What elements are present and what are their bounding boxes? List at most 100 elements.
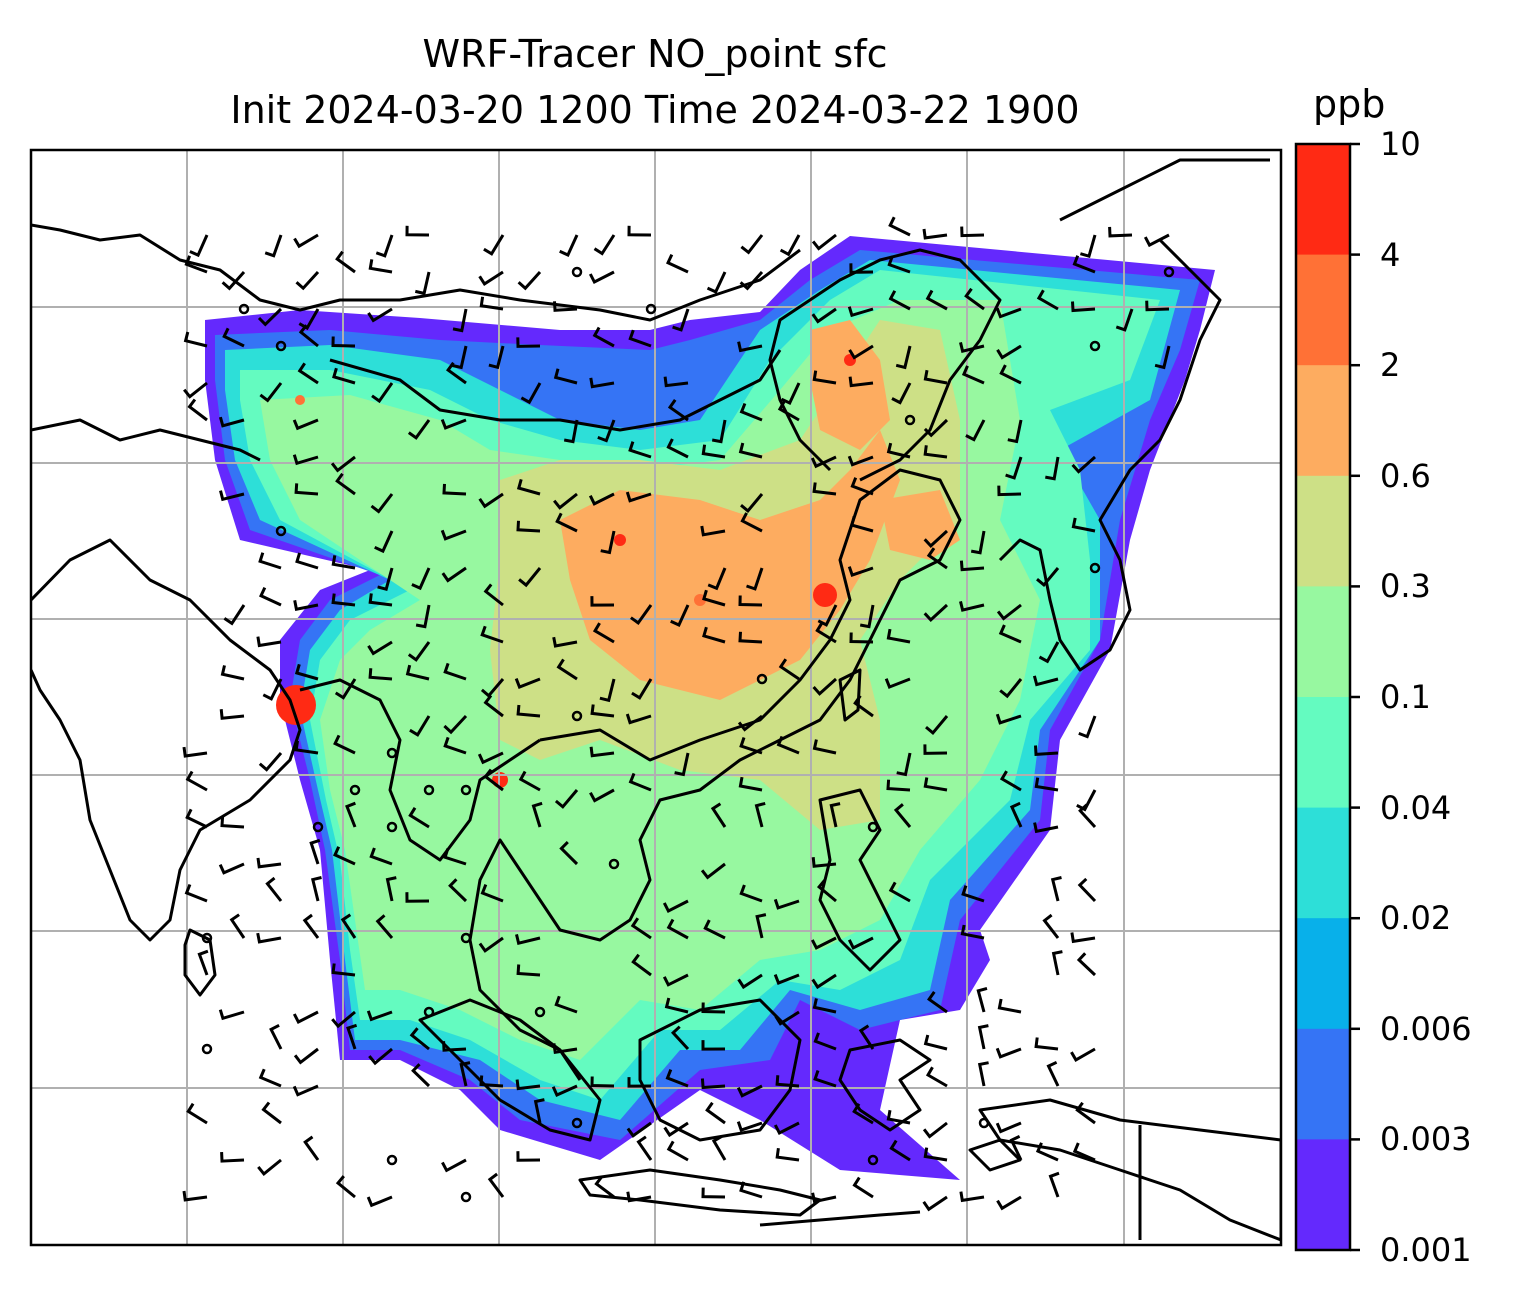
wind-barb [777, 400, 800, 422]
wind-barb [886, 628, 911, 644]
wind-barb [997, 485, 1022, 497]
wind-barb [700, 862, 726, 880]
colorbar-segment [1296, 144, 1350, 256]
calm-wind-marker [423, 1006, 435, 1018]
wind-barb [888, 881, 911, 903]
wind-barb [452, 345, 468, 370]
calm-wind-marker [201, 932, 213, 944]
wind-barb [674, 752, 690, 777]
wind-barb [631, 678, 653, 700]
wind-barb [1077, 877, 1097, 903]
wind-barb [780, 382, 801, 405]
calm-wind-marker [571, 1117, 583, 1129]
wind-barb [346, 1023, 358, 1050]
wind-barb [554, 789, 579, 809]
wind-barb [478, 936, 504, 953]
wind-barb [594, 1175, 615, 1199]
wind-barb [738, 776, 763, 792]
wind-barb [269, 1023, 283, 1050]
calm-wind-marker [1163, 266, 1175, 278]
wind-barb [441, 1158, 467, 1173]
wind-barb [221, 271, 246, 291]
wind-barb [886, 442, 911, 459]
wind-barb [182, 746, 208, 758]
wind-barb [515, 934, 541, 946]
wind-barb [858, 1024, 875, 1050]
wind-barb [597, 419, 616, 443]
wind-barb [636, 1135, 653, 1161]
colorbar-tick-label: 0.04 [1380, 788, 1452, 827]
wind-barb [739, 1181, 763, 1199]
wind-barb [964, 287, 985, 311]
wind-barb [736, 1121, 763, 1133]
wind-barb [261, 1101, 282, 1125]
wind-barb [590, 1076, 615, 1088]
colorbar-segment [1296, 697, 1350, 809]
wind-barb [370, 493, 394, 514]
wind-barb [887, 255, 911, 274]
calm-wind-marker [571, 266, 583, 278]
wind-barb [923, 369, 948, 385]
wind-barb [600, 530, 616, 555]
wind-barb [888, 216, 911, 237]
wind-barb [961, 885, 985, 903]
wind-barb [1154, 345, 1171, 370]
wind-barb [1078, 803, 1097, 829]
wind-barb [385, 876, 397, 902]
wind-barb [552, 1043, 578, 1055]
wind-barb [256, 932, 282, 944]
map-title-line-2: Init 2024-03-20 1200 Time 2024-03-22 190… [230, 88, 1080, 132]
wind-barb [590, 596, 615, 607]
colorbar-tick-label: 0.001 [1380, 1231, 1472, 1269]
wind-barb [710, 802, 727, 828]
wind-barb [331, 336, 356, 348]
wind-barb [625, 491, 652, 503]
colorbar-segment [1296, 918, 1350, 1030]
wind-barb [853, 694, 874, 718]
calm-wind-marker [238, 303, 250, 315]
wind-barb [185, 770, 208, 792]
wind-barb [258, 552, 282, 570]
wind-barb [477, 751, 504, 765]
wind-barb [737, 714, 763, 732]
wind-barb [773, 898, 800, 910]
wind-barb [627, 1077, 652, 1088]
colorbar-segment [1296, 254, 1350, 366]
wind-barb [553, 368, 578, 385]
wind-barb [923, 777, 948, 792]
wind-barb [891, 382, 912, 405]
wind-barb [893, 803, 912, 828]
wind-barb [849, 632, 874, 644]
wind-barb [599, 678, 616, 703]
wind-barb [533, 1098, 545, 1124]
wind-barb [483, 583, 504, 607]
wind-barb [923, 603, 949, 623]
wind-barb [452, 308, 468, 333]
wind-barb [740, 493, 764, 514]
coast-central-asia [31, 418, 261, 462]
field-hotspot [813, 583, 837, 607]
wind-barb [738, 631, 763, 644]
calm-wind-marker [867, 821, 879, 833]
wind-barb [478, 492, 504, 509]
wind-barb [810, 455, 837, 469]
wind-barb [220, 816, 245, 829]
wind-barb [553, 492, 578, 510]
wind-barb [368, 668, 393, 681]
wind-barb [739, 402, 763, 422]
map-title-line-1: WRF-Tracer NO_point sfc [422, 32, 888, 76]
wind-barb [848, 376, 874, 388]
wind-barb [340, 913, 357, 939]
wind-barb [1070, 1047, 1096, 1062]
wind-barb [700, 525, 726, 537]
wind-barb [700, 1078, 726, 1090]
wind-barb [817, 604, 838, 627]
colorbar-tick-label: 0.006 [1380, 1009, 1472, 1048]
calm-wind-marker [904, 414, 916, 426]
wind-barb [736, 1084, 763, 1098]
wind-barb [517, 270, 542, 291]
wind-barb [711, 1135, 727, 1161]
wind-barb [218, 862, 245, 875]
calm-wind-marker [312, 821, 324, 833]
field-band-2c [880, 490, 960, 560]
